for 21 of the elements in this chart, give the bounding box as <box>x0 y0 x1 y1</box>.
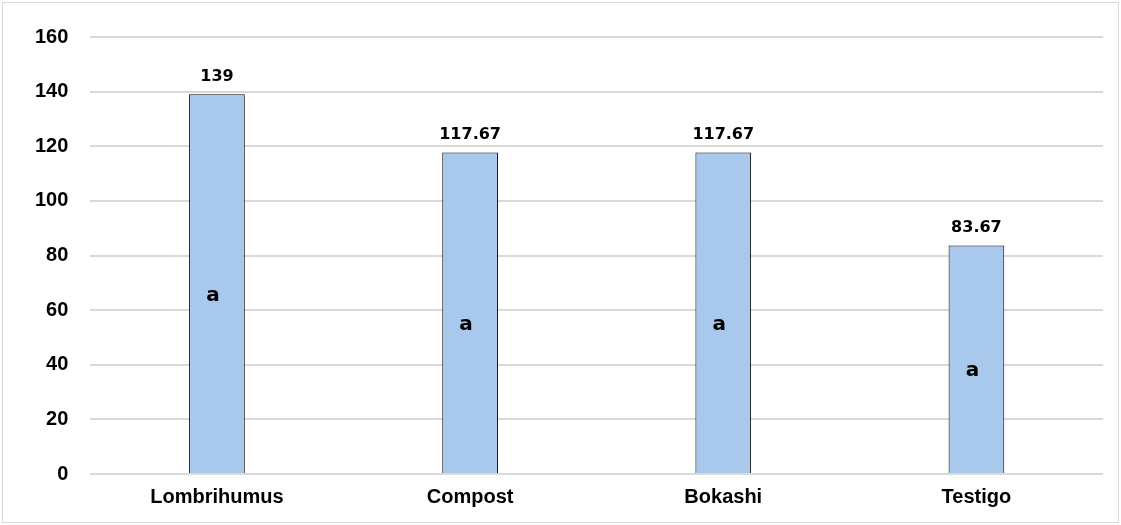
data-label: 117.67 <box>692 123 755 143</box>
annotation: a <box>712 311 727 336</box>
annotation: a <box>459 311 473 336</box>
y-tick-label: 100 <box>34 188 69 211</box>
data-label: 83.67 <box>951 216 1002 236</box>
x-tick-label: Bokashi <box>684 484 763 507</box>
y-tick-label: 80 <box>46 243 69 266</box>
data-label: 139 <box>200 65 234 85</box>
x-tick-label: Lombrihumus <box>150 484 284 507</box>
y-tick-label: 20 <box>46 406 69 429</box>
y-tick-label: 160 <box>34 24 69 47</box>
data-label: 117.67 <box>439 123 501 143</box>
y-tick-label: 0 <box>57 461 69 484</box>
y-tick-label: 140 <box>34 79 69 102</box>
y-tick-label: 120 <box>34 133 69 156</box>
y-tick-label: 60 <box>46 297 69 320</box>
annotation: a <box>206 281 220 306</box>
x-tick-label: Testigo <box>941 484 1012 507</box>
annotation: a <box>965 357 980 382</box>
x-tick-label: Compost <box>426 484 514 507</box>
y-tick-label: 40 <box>46 352 69 375</box>
